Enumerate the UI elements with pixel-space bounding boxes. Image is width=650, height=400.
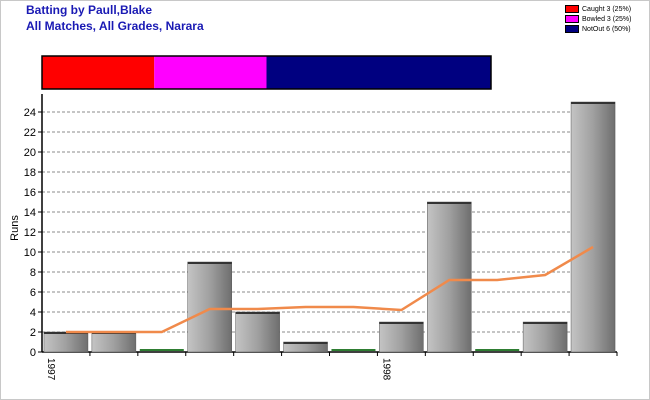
y-tick-label: 20 bbox=[24, 147, 36, 159]
innings-bar bbox=[570, 101, 616, 353]
y-tick-label: 10 bbox=[24, 247, 36, 259]
x-tick-label: 1997 bbox=[45, 358, 56, 381]
innings-bar-top bbox=[187, 262, 232, 264]
innings-bars bbox=[43, 101, 616, 353]
innings-bar-top bbox=[571, 102, 616, 104]
legend-item-caught: Caught 3 (25%) bbox=[565, 4, 631, 14]
legend-swatch-notout bbox=[565, 25, 579, 33]
legend-item-bowled: Bowled 3 (25%) bbox=[565, 14, 631, 24]
innings-bar-top bbox=[427, 202, 472, 204]
dismissal-segment-bowled bbox=[154, 56, 267, 89]
y-tick-label: 12 bbox=[24, 227, 36, 239]
legend-swatch-caught bbox=[565, 5, 579, 13]
y-tick-label: 0 bbox=[30, 347, 36, 359]
legend-label-caught: Caught 3 (25%) bbox=[582, 5, 632, 13]
average-line bbox=[65, 245, 594, 334]
innings-bar bbox=[522, 321, 568, 353]
dismissal-bar bbox=[41, 55, 492, 90]
average-polyline bbox=[65, 245, 594, 334]
innings-bar bbox=[427, 201, 472, 353]
y-tick-label: 8 bbox=[30, 267, 36, 279]
y-tick-label: 6 bbox=[30, 287, 36, 299]
innings-bar-top bbox=[235, 312, 280, 314]
innings-bar-top bbox=[43, 332, 88, 334]
dismissal-segment-caught bbox=[42, 56, 155, 89]
chart-title: Batting by Paull,Blake bbox=[26, 3, 153, 17]
y-tick-label: 4 bbox=[30, 307, 36, 319]
y-tick-label: 22 bbox=[24, 127, 36, 139]
zero-score-marker bbox=[331, 349, 376, 351]
axes bbox=[38, 94, 618, 356]
innings-bar bbox=[235, 311, 280, 353]
x-tick-label: 1998 bbox=[380, 358, 391, 381]
legend-item-notout: NotOut 6 (50%) bbox=[565, 24, 631, 34]
innings-bar bbox=[379, 321, 424, 353]
y-tick-label: 18 bbox=[24, 167, 36, 179]
y-tick-label: 16 bbox=[24, 187, 36, 199]
zero-score-marker bbox=[139, 349, 184, 351]
legend-label-notout: NotOut 6 (50%) bbox=[582, 25, 631, 33]
legend-label-bowled: Bowled 3 (25%) bbox=[582, 15, 632, 23]
legend: Caught 3 (25%) Bowled 3 (25%) NotOut 6 (… bbox=[565, 4, 631, 34]
y-axis-label: Runs bbox=[9, 215, 21, 241]
legend-swatch-bowled bbox=[565, 15, 579, 23]
innings-bar-top bbox=[379, 322, 424, 324]
chart-subtitle: All Matches, All Grades, Narara bbox=[26, 19, 204, 33]
innings-bar bbox=[43, 331, 89, 353]
innings-bar bbox=[91, 331, 137, 353]
y-tick-label: 24 bbox=[24, 107, 36, 119]
y-tick-label: 2 bbox=[30, 327, 36, 339]
gridlines bbox=[42, 111, 617, 333]
dismissal-segment-notout bbox=[266, 56, 491, 89]
y-tick-label: 14 bbox=[24, 207, 36, 219]
dismissal-bar-border bbox=[41, 55, 492, 90]
innings-bar bbox=[187, 261, 232, 353]
innings-bar-top bbox=[283, 342, 328, 344]
zero-score-marker bbox=[475, 349, 520, 351]
innings-bar-top bbox=[523, 322, 568, 324]
